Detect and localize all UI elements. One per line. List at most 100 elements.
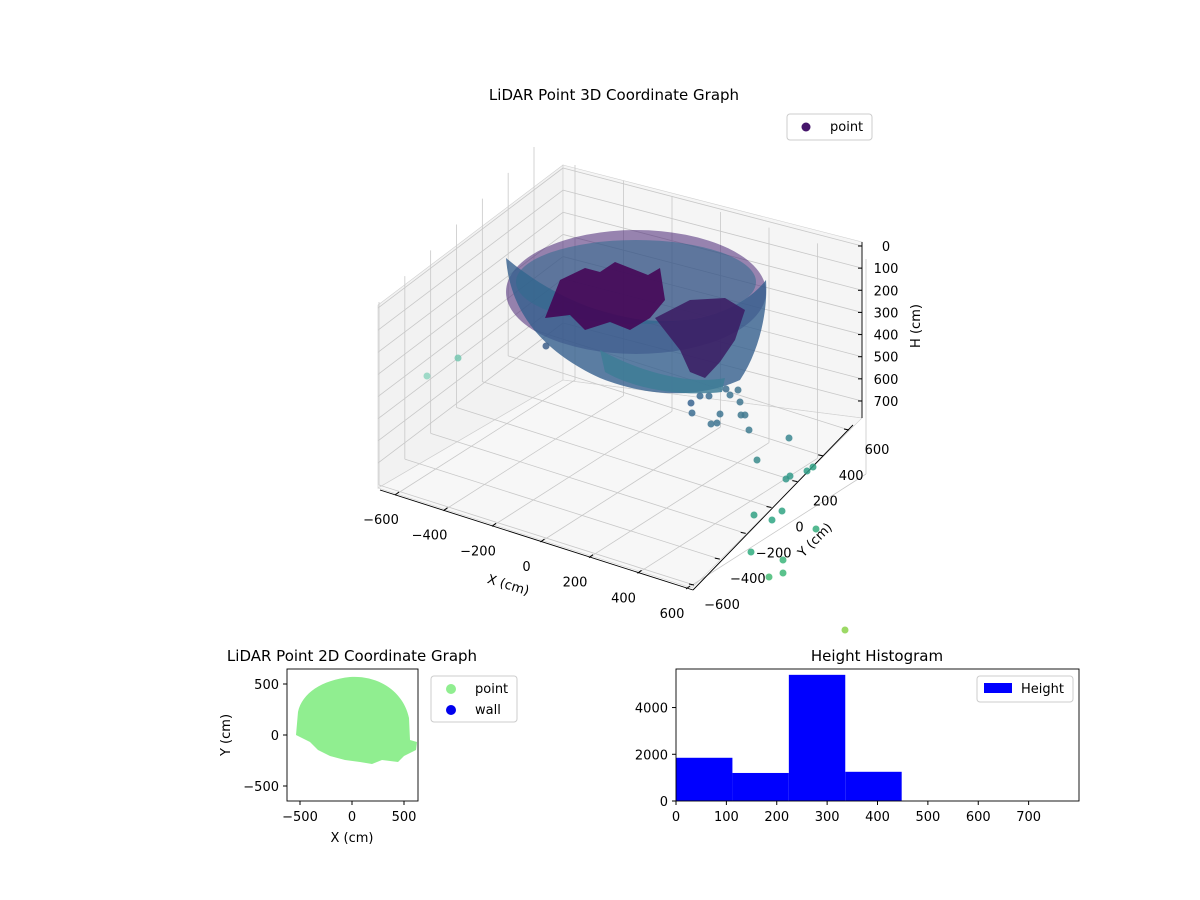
legend-3d-box [786,113,873,141]
x-tick-label-hist: 500 [915,810,940,825]
y-axis-label-2d: Y (cm) [219,714,234,757]
scatter-point [688,409,696,417]
x-tick-label-3d: 200 [563,576,588,591]
grid-line [443,395,624,512]
scatter-point [696,392,704,400]
outlier-points [423,342,849,634]
scatter-point [726,391,734,399]
tick-mark [792,480,798,483]
tick-mark [688,583,695,586]
y-tick-label-3d: 400 [839,469,864,484]
tick-mark [394,491,400,496]
point-cloud-2d [296,676,417,764]
grid-line [378,484,695,586]
scatter-point [713,419,721,427]
scatter-point [809,463,817,471]
tick-mark [714,557,720,560]
y-tick-label-3d: 200 [813,495,838,510]
scatter-point [454,354,462,362]
x-tick-label-hist: 200 [764,810,789,825]
x-tick-label-hist: 100 [714,810,739,825]
cloud-dark-patch [545,262,665,330]
grid-line [540,426,721,543]
ticks-3d: −600−400−2000200400600−600−400−200020040… [363,240,898,622]
grid-line [588,442,770,559]
x-tick-label-hist: 0 [672,810,680,825]
histogram-bar [676,757,733,801]
scatter-point [722,385,730,393]
z-tick-label-3d: 300 [874,306,899,321]
x-axis-line [379,489,694,591]
tick-mark [491,522,497,527]
z-tick-label-3d: 0 [882,240,890,255]
legend-3d-marker [801,122,811,132]
grid-line [562,189,863,269]
x-tick-label-hist: 700 [1016,810,1041,825]
scatter-point [741,411,749,419]
z-tick-label-3d: 700 [874,395,899,410]
cloud-bottom-band [600,350,725,394]
plot-2d: LiDAR Point 2D Coordinate Graph −500 0 500… [219,647,518,846]
legend-hist-label: Height [1021,682,1064,697]
tick-mark [637,569,642,574]
scatter-point [747,548,755,556]
y-tick-label-3d: −400 [730,572,766,587]
z-tick-label-3d: 400 [874,329,899,344]
cloud-dark-patch-right [655,298,745,378]
scatter-point [707,420,715,428]
grid-line [404,458,720,560]
scatter-point [778,507,786,515]
legend-3d: point [786,113,873,141]
y-tick-label-3d: 600 [865,443,890,458]
legend-2d: point wall [430,675,518,723]
x-tick-label-2d: 500 [392,810,417,825]
ticks-histogram: 0 100 200 300 400 500 600 700 0 2000 4000 [635,702,1041,825]
y-tick-label-hist: 2000 [635,748,668,763]
z-tick-label-3d: 600 [874,373,899,388]
y-tick-label-2d: 500 [254,678,279,693]
z-axis-label-3d: H (cm) [909,304,924,348]
scatter-point [736,398,744,406]
tick-mark [685,585,691,590]
tick-mark [766,506,772,508]
z-tick-label-3d: 200 [874,284,899,299]
scatter-point [423,372,431,380]
scatter-point [716,410,724,418]
grid-line [430,432,746,534]
x-tick-label-3d: 0 [522,560,530,575]
x-axis-label-2d: X (cm) [331,831,374,846]
x-tick-label-3d: 400 [611,591,636,606]
tick-mark [818,454,824,457]
plot-histogram: Height Histogram 0 100 200 300 400 500 600 7000… [635,647,1080,825]
x-tick-label-3d: −200 [460,544,496,559]
grid-line [377,211,564,353]
scatter-point [750,511,758,519]
legend-histogram: Height [976,675,1074,703]
grid-line [456,407,772,508]
z-tick-label-3d: 500 [874,351,899,366]
x-tick-label-3d: −600 [363,513,399,528]
y-axis-line [692,424,854,591]
grid-line [377,322,564,464]
histogram-bar [845,771,902,801]
point-cloud [506,230,767,394]
y-tick-label-2d: −500 [243,780,279,795]
histogram-bar [732,772,789,801]
y-tick-label-3d: −600 [704,598,740,613]
plot-3d: LiDAR Point 3D Coordinate Graph −600 −400… [363,86,924,634]
y-tick-label-2d: 0 [271,729,279,744]
histogram-bar [788,674,846,801]
chart-3d-title: LiDAR Point 3D Coordinate Graph [489,86,739,104]
scatter-point [812,525,820,533]
legend-hist-box [976,675,1074,703]
scatter-point [803,467,811,475]
grid-line [377,167,564,309]
x-tick-label-3d: 600 [660,607,685,622]
tick-mark [443,507,448,512]
legend-hist-swatch [984,683,1012,693]
x-tick-label-2d: 0 [348,810,356,825]
scatter-point [779,556,787,564]
y-tick-label-hist: 4000 [635,702,668,717]
scatter-point [687,399,695,407]
tick-mark [540,538,545,543]
